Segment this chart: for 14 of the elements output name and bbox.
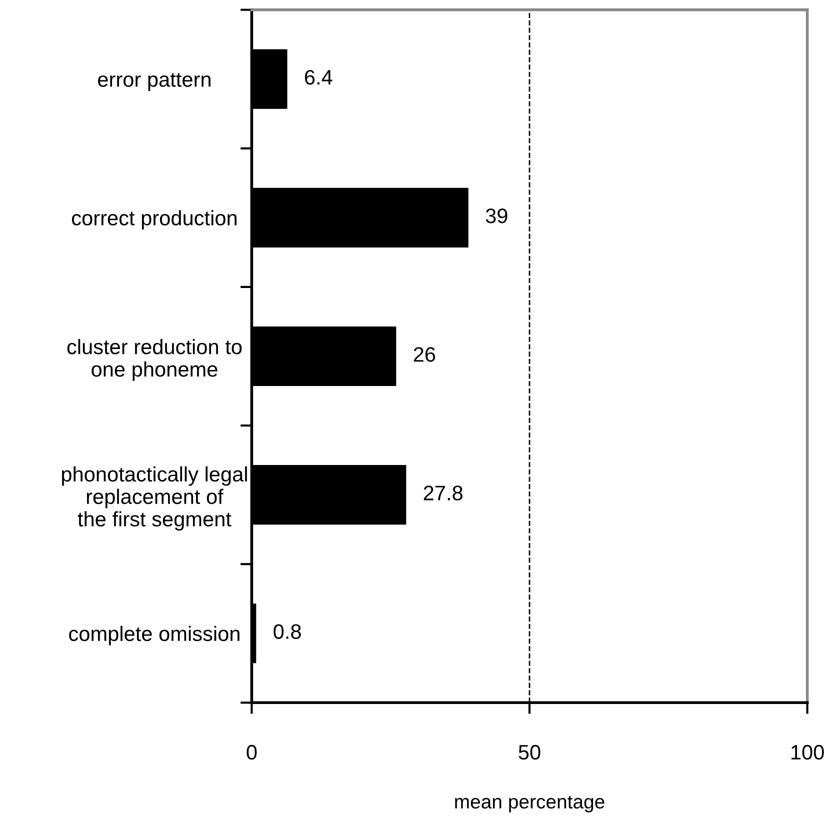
data-label: 0.8 — [274, 624, 301, 639]
y-tick-label: cluster reduction to one phoneme — [67, 338, 242, 381]
data-label: 26 — [414, 347, 436, 362]
x-tick-label: 50 — [518, 744, 540, 760]
x-tick-label: 0 — [246, 744, 257, 760]
x-tick-label: 100 — [792, 744, 824, 760]
x-axis-title: mean percentage — [455, 796, 604, 812]
y-tick-label: correct production — [72, 210, 237, 230]
y-tick-label: error pattern — [98, 73, 210, 91]
data-label: 39 — [486, 208, 508, 224]
y-tick-label: phonotactically legal replacement of the first segment — [62, 466, 247, 531]
y-tick-label: complete omission — [69, 626, 240, 646]
data-label: 27.8 — [424, 486, 462, 500]
data-label: 6.4 — [304, 70, 332, 85]
